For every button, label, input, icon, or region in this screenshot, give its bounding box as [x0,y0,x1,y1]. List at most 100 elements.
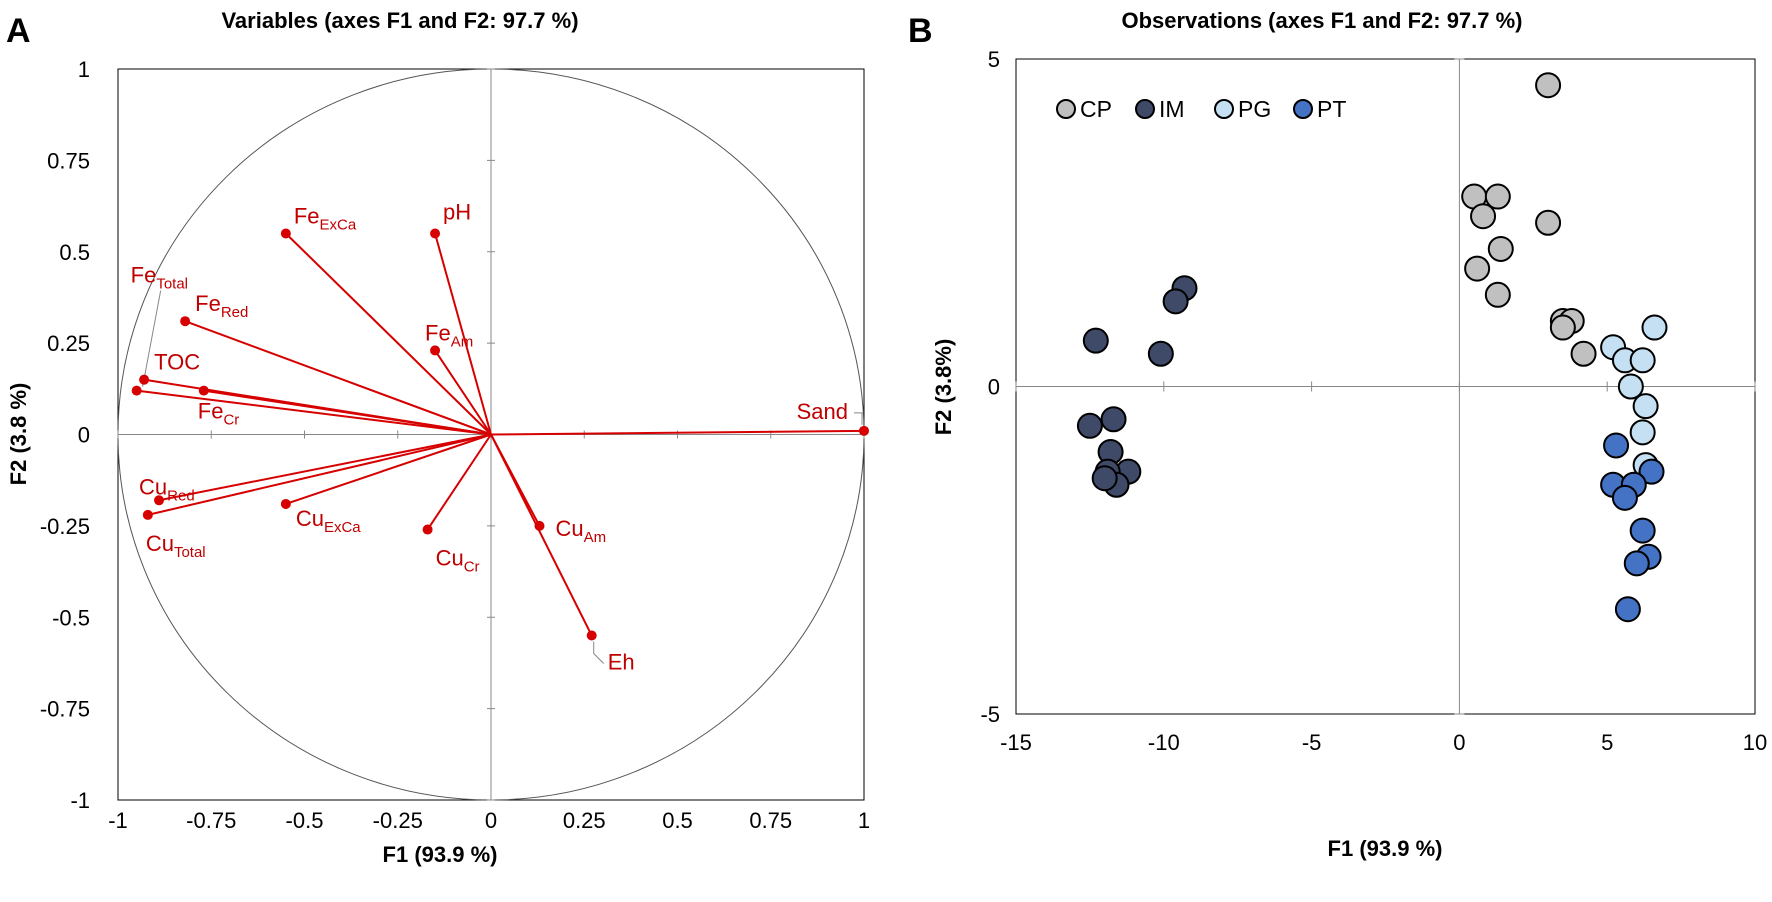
vector-label-toc: TOC [154,350,200,375]
x-tick-label-b: -15 [1000,730,1032,755]
vector-label-cutotal: CuTotal [146,531,206,561]
y-tick-label-a: 1 [78,57,90,82]
point-im [1091,465,1118,492]
vector-point-cured [154,495,165,506]
y-tick-label-a: -0.5 [52,605,90,630]
point-im [1147,340,1174,367]
x-tick-label-a: -0.75 [186,808,236,833]
point-cp [1535,209,1562,236]
panel-letter-b: B [908,12,933,50]
legend-marker-pt [1293,99,1313,119]
observation-points [1076,72,1668,623]
legend-label-cp: CP [1080,96,1112,122]
panel-letter-a: A [6,12,31,50]
vector-point-cucr [422,524,433,535]
x-tick-label-a: 0.5 [662,808,693,833]
point-pg [1629,419,1656,446]
vector-label-sand: Sand [797,399,848,424]
vector-sand [490,429,865,436]
vector-point-feexca [280,228,291,239]
legend-marker-pg [1214,99,1234,119]
vector-cutotal [147,433,492,516]
point-cp [1487,235,1514,262]
vector-label-cured: CuRed [139,474,195,504]
point-im [1100,406,1127,433]
vector-label-fetotal: FeTotal [131,263,188,293]
point-im [1162,288,1189,315]
point-pt [1638,458,1665,485]
point-pg [1632,393,1659,420]
panel-a-variables: A Variables (axes F1 and F2: 97.7 %) -1-… [6,8,870,867]
x-tick-label-a: -1 [108,808,128,833]
point-pt [1623,550,1650,577]
vector-label-fecr: FeCr [198,399,240,429]
point-cp [1549,314,1576,341]
vector-label-feexca: FeExCa [294,203,357,233]
vector-point-toc [139,374,150,385]
vector-label-cuam: CuAm [555,516,606,546]
panel-b-observations: B Observations (axes F1 and F2: 97.7 %) … [908,8,1767,861]
x-tick-label-a: 0 [485,808,497,833]
point-im [1082,327,1109,354]
vector-point-cuexca [280,498,291,509]
vector-cucr [426,433,492,531]
vector-label-ph: pH [443,199,471,224]
x-tick-labels-b: -15 -10 -5 0 5 10 [1000,730,1767,755]
label-leader-sand [854,412,863,425]
point-cp [1484,281,1511,308]
vector-cuexca [285,433,492,505]
x-axis-label-a: F1 (93.9 %) [383,842,498,867]
y-tick-label-a: -1 [70,788,90,813]
y-tick-labels-a: 1 0.75 0.5 0.25 0 -0.25 -0.5 -0.75 -1 [40,57,90,813]
legend-marker-cp [1056,99,1076,119]
legend-label-pt: PT [1317,96,1346,122]
point-im [1076,412,1103,439]
vector-point-fered [180,316,191,327]
vector-point-sand [859,425,869,436]
x-tick-label-b: 0 [1453,730,1465,755]
chart-b-title: Observations (axes F1 and F2: 97.7 %) [1121,8,1522,33]
vector-label-cuexca: CuExCa [296,506,361,536]
legend-marker-im [1135,99,1155,119]
vector-label-cucr: CuCr [436,546,480,576]
axes-b [1015,58,1756,715]
vector-eh [490,434,593,636]
vector-point-cutotal [142,509,153,520]
x-tick-labels-a: -1 -0.75 -0.5 -0.25 0 0.25 0.5 0.75 1 [108,808,870,833]
point-pt [1614,596,1641,623]
vector-feam [434,349,492,436]
vector-point-fecr [198,385,209,396]
vector-point-ph [430,228,441,239]
y-tick-label-a: 0.25 [47,331,90,356]
vector-point-feam [430,345,441,356]
point-cp [1570,340,1597,367]
y-tick-label-a: 0.75 [47,148,90,173]
vector-label-fered: FeRed [195,291,248,321]
y-axis-label-a: F2 (3.8 %) [6,383,31,486]
point-cp [1484,183,1511,210]
vector-fetotal [136,389,492,436]
y-tick-label-b: -5 [980,702,1000,727]
vector-feexca [285,232,492,436]
x-tick-label-a: -0.5 [286,808,324,833]
x-tick-label-a: 1 [858,808,870,833]
point-pt [1603,432,1630,459]
x-axis-label-b: F1 (93.9 %) [1328,836,1443,861]
point-pg [1629,347,1656,374]
vector-fecr [203,389,492,436]
chart-a-title: Variables (axes F1 and F2: 97.7 %) [221,8,578,33]
point-pt [1611,484,1638,511]
vector-fered [184,320,492,436]
legend-label-im: IM [1159,96,1185,122]
x-tick-label-a: 0.25 [563,808,606,833]
y-tick-labels-b: 5 0 -5 [980,47,1000,727]
point-pg [1617,373,1644,400]
vector-cured [158,433,492,502]
y-tick-label-a: -0.25 [40,514,90,539]
y-tick-label-b: 0 [988,375,1000,400]
x-tick-label-b: -5 [1302,730,1322,755]
x-tick-label-a: 0.75 [749,808,792,833]
label-leader-eh [593,641,605,664]
